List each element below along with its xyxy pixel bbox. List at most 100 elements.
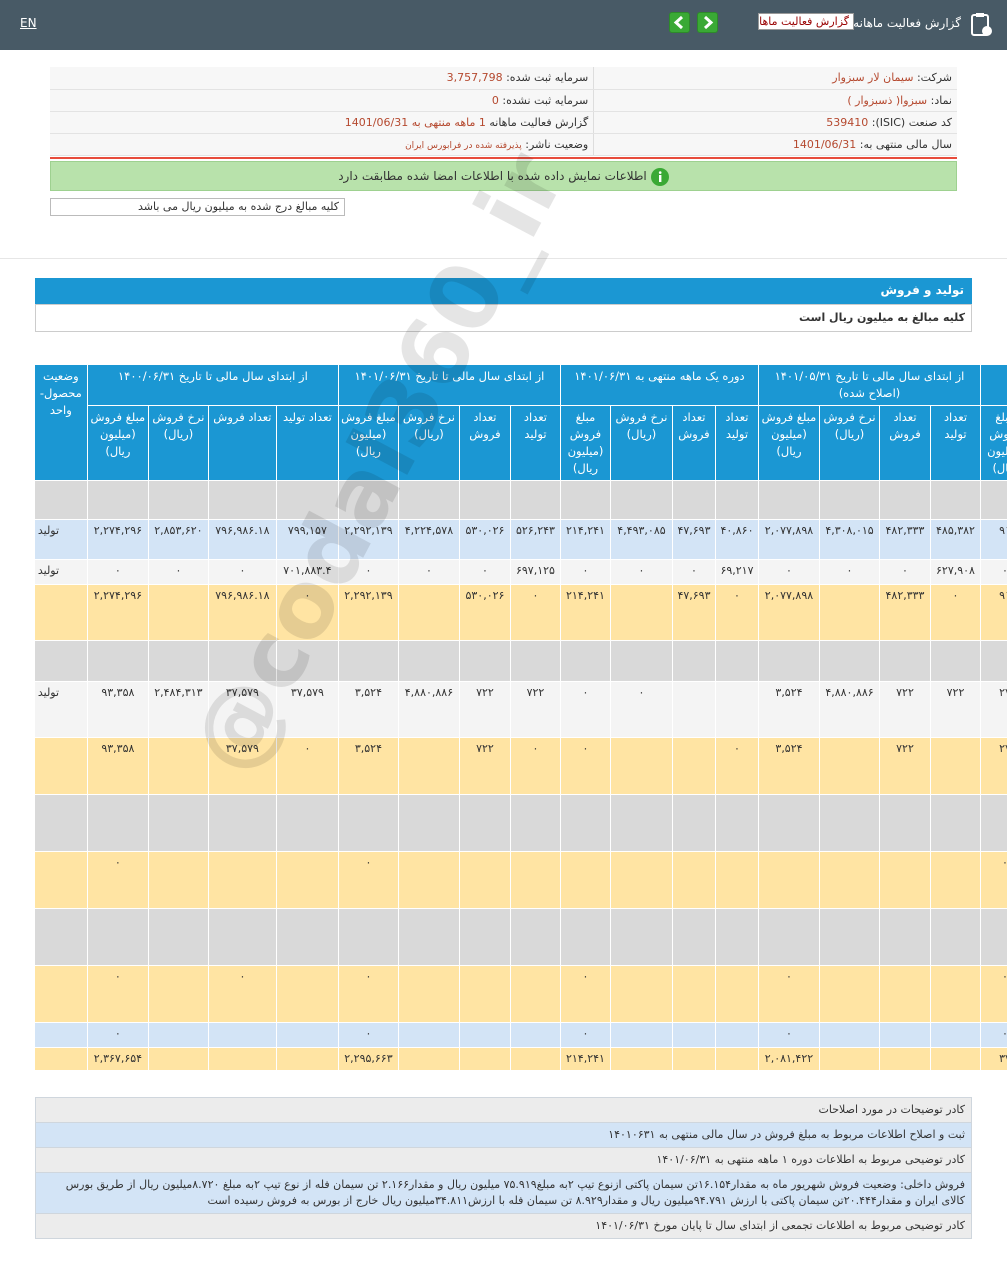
table-cell: ۴,۲۲۴,۵۷۸ [397, 519, 460, 560]
table-cell [930, 1022, 981, 1048]
report-select[interactable]: گزارش فعالیت ماهانه [758, 13, 854, 30]
table-cell: ۰ [757, 1022, 821, 1048]
table-cell: ۴,۸۸۰,۸۸۶ [397, 681, 460, 738]
table-cell [397, 851, 460, 909]
explanations: کادر توضیحات در مورد اصلاحات ثبت و اصلاح … [35, 1097, 972, 1239]
table-cell [147, 584, 209, 641]
table-cell: ۳,۵۲۴ [757, 737, 821, 795]
table-cell [207, 1047, 277, 1070]
language-link[interactable]: EN [20, 16, 37, 30]
info-value: 1401/06/31 [792, 137, 857, 151]
table-cell [714, 851, 759, 909]
table-cell [819, 794, 880, 852]
info-row: نماد: سبزوا( ذسبزوار ) سرمایه ثبت نشده: 0 [50, 89, 957, 112]
table-cell: ۷۲۲ [458, 681, 511, 738]
table-cell [275, 908, 339, 966]
table-cell [559, 908, 611, 966]
table-cell [509, 640, 561, 682]
explanation-row: کادر توضیحات در مورد اصلاحات [35, 1097, 972, 1123]
table-cell [337, 794, 399, 852]
table-cell: ۷۲۲ [930, 681, 981, 738]
explanation-row: ثبت و اصلاح اطلاعات مربوط به مبلغ فروش د… [35, 1122, 972, 1148]
prev-button[interactable] [669, 12, 690, 33]
info-label: نماد: [930, 93, 952, 107]
table-cell: ۲۱۴,۲۴۱ [559, 519, 611, 560]
table-cell [147, 794, 209, 852]
table-cell: ۴۸۲,۳۳۳ [879, 584, 931, 641]
table-cell [671, 480, 716, 520]
table-cell: ۲,۳۶۷,۶۵۴ [86, 1047, 149, 1070]
table-cell [559, 480, 611, 520]
table-cell [930, 794, 981, 852]
column-header: نرخ فروش (ریال) [609, 405, 673, 481]
column-header: تعداد تولید [275, 405, 339, 481]
table-cell: ۲۱۴,۲۴۱ [559, 584, 611, 641]
table-cell [458, 1047, 511, 1070]
table-cell [879, 851, 931, 909]
column-header: نرخ فروش (ریال) [397, 405, 460, 481]
table-cell [609, 1047, 673, 1070]
info-cell: سال مالی منتهی به: 1401/06/31 [593, 133, 957, 156]
table-cell [147, 851, 209, 909]
group-header: از ابتدای سال مالی تا تاریخ ۱۴۰۱/۰۵/۳۱ (… [757, 364, 982, 406]
table-cell [35, 908, 88, 966]
table-cell [930, 480, 981, 520]
table-cell [714, 1047, 759, 1070]
table-cell: ۰ [337, 1022, 399, 1048]
info-label: کد صنعت (ISIC): [871, 115, 952, 129]
table-cell: ۰ [458, 559, 511, 585]
table-cell [35, 584, 88, 641]
table-cell [559, 640, 611, 682]
column-header: تعداد فروش [458, 405, 511, 481]
table-cell: ۰ [86, 965, 149, 1023]
next-button[interactable] [697, 12, 718, 33]
table-cell: ۰ [86, 559, 149, 585]
table-cell [980, 640, 1007, 682]
column-header: تعداد فروش [879, 405, 931, 481]
table-cell [609, 908, 673, 966]
table-cell: ۰ [559, 965, 611, 1023]
info-label: سرمایه ثبت نشده: [502, 93, 589, 107]
info-cell: سرمایه ثبت شده: 3,757,798 [50, 67, 594, 90]
table-cell [509, 1022, 561, 1048]
explanation-text: ثبت و اصلاح اطلاعات مربوط به مبلغ فروش د… [35, 1122, 972, 1148]
table-cell: ۲,۸۵۳,۶۲۰ [147, 519, 209, 560]
table-cell [147, 908, 209, 966]
select-text: گزارش فعالیت ماهانه [758, 15, 849, 28]
table-row: ۹۱۰۴۸۲,۳۳۳۲,۰۷۷,۸۹۸۰۴۷,۶۹۳۲۱۴,۲۴۱۰۵۳۰,۰۲… [35, 584, 1007, 641]
info-cell: نماد: سبزوا( ذسبزوار ) [593, 89, 957, 112]
top-bar: EN گزارش فعالیت ماهانه گزارش فعالیت ماها… [0, 0, 1007, 50]
table-cell [559, 794, 611, 852]
column-header: نرخ فروش (ریال) [819, 405, 880, 481]
table-cell: ۲۷ [980, 681, 1007, 738]
table-cell [609, 1022, 673, 1048]
explanation-text: کادر توضیحی مربوط به اطلاعات تجمعی از اب… [35, 1213, 972, 1239]
table-cell [275, 794, 339, 852]
table-cell: ۴۰,۸۶۰ [714, 519, 759, 560]
table-cell [930, 965, 981, 1023]
column-header: تعداد تولید [509, 405, 561, 481]
table-cell: ۰ [757, 559, 821, 585]
table-cell [714, 965, 759, 1023]
table-cell: ۰ [980, 1022, 1007, 1048]
explanation-text: کادر توضیحات در مورد اصلاحات [35, 1097, 972, 1123]
info-label: سال مالی منتهی به: [859, 137, 952, 151]
table-cell: ۲,۲۹۵,۶۶۳ [337, 1047, 399, 1070]
table-cell: ۰ [879, 559, 931, 585]
table-cell [147, 1022, 209, 1048]
column-header: مبلغ فروش (میلیون ریال) [980, 405, 1007, 481]
table-cell [337, 908, 399, 966]
table-cell: ۴۸۲,۳۳۳ [879, 519, 931, 560]
info-row: شرکت: سیمان لار سبزوار سرمایه ثبت شده: 3,… [50, 67, 957, 90]
table-cell [275, 851, 339, 909]
table-cell [86, 908, 149, 966]
table-cell [35, 965, 88, 1023]
table-cell: ۰ [757, 965, 821, 1023]
table-row [35, 640, 1007, 682]
table-cell [671, 737, 716, 795]
table-cell [509, 851, 561, 909]
table-cell [35, 1047, 88, 1070]
table-cell [275, 640, 339, 682]
table-cell: تولید [35, 681, 88, 738]
table-cell [879, 1047, 931, 1070]
